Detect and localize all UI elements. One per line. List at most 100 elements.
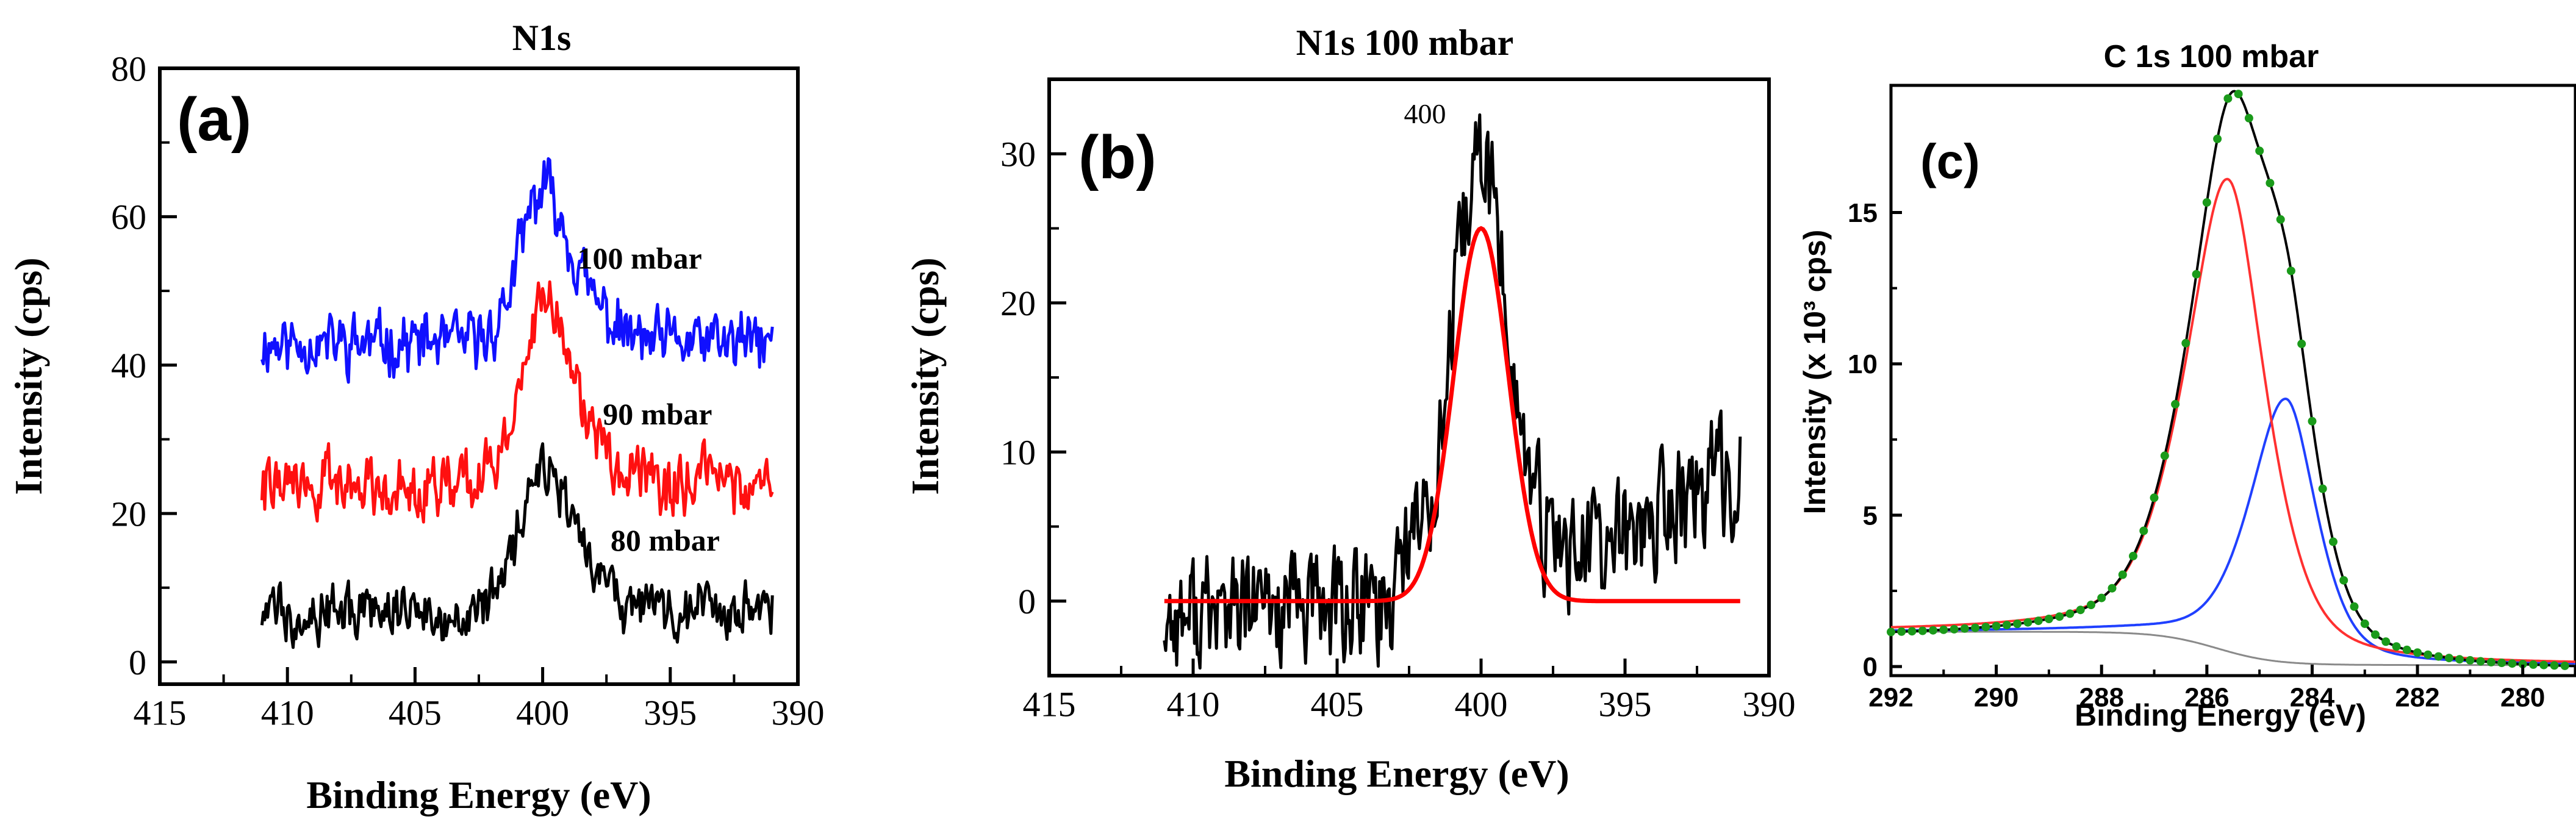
data-point [1950,624,1959,634]
panel-c-ylabel: Intensity (x 10³ cps) [1798,230,1832,515]
panel-a: N1s (a) 415 410 405 400 395 390 0 20 40 60 80 100 … [7,18,825,816]
data-point [2181,338,2190,348]
data-point [1918,626,1927,635]
data-point [2202,198,2211,207]
panel-a-label: (a) [177,85,251,154]
data-point [1981,623,1990,632]
data-point [2455,655,2464,664]
panel-b-ylabel: Intensity (cps) [903,257,947,495]
data-point [2476,657,2485,666]
data-point [2118,570,2127,579]
data-point [2065,609,2075,618]
panel-a-ylabel: Intensity (cps) [7,257,50,495]
data-point [2381,637,2391,646]
panel-b-xlabel: Binding Energy (eV) [1224,752,1569,795]
data-point [2318,484,2327,493]
series-line-gaussian-fit [1164,226,1740,604]
data-point [2023,618,2032,627]
data-point [2550,661,2559,670]
data-point [2371,630,2380,639]
series-line-100-mbar [260,157,774,384]
data-point [2213,134,2222,143]
data-point [2539,660,2549,670]
data-point [2171,399,2180,409]
data-point [1897,627,1906,636]
data-point [2529,660,2538,669]
data-point [2350,602,2359,611]
panel-c-ticks: 292 290 288 286 284 282 280 0 5 10 15 [1848,198,2545,713]
y-tick-label: 0 [1018,582,1036,621]
panel-c-plot-frame [1889,84,2576,677]
data-point [2255,146,2264,155]
data-point [2244,113,2253,123]
x-tick-label: 288 [2079,683,2124,713]
panel-a-title: N1s [512,18,572,58]
data-point [2444,654,2453,663]
data-point [2087,601,2095,609]
panel-a-xlabel: Binding Energy (eV) [306,773,651,816]
panel-b: N1s 100 mbar (b) 400 415 410 405 400 395 390 0… [903,23,1796,795]
data-point [2308,416,2317,426]
x-tick-label: 286 [2184,683,2229,713]
data-point [2055,612,2064,621]
series-line-envelope [1891,90,2576,668]
data-point [2297,339,2306,348]
series-line-background [1891,631,2575,666]
series-line-peak-285-6 [1891,177,2575,663]
data-point [2076,606,2085,615]
data-point [2497,659,2506,667]
series-label: 90 mbar [603,397,712,431]
y-tick-label: 15 [1848,198,1878,228]
panel-a-ticks: 415 410 405 400 395 390 0 20 40 60 80 [111,49,825,732]
data-point [2150,493,2159,502]
data-point [2486,657,2495,666]
x-tick-label: 395 [1599,685,1652,724]
x-tick-label: 290 [1974,683,2018,713]
x-tick-label: 284 [2290,683,2335,713]
x-tick-label: 390 [1743,685,1796,724]
data-point [2034,616,2043,626]
series-line-90-mbar [260,280,774,524]
data-point [2286,266,2295,276]
data-point [2234,90,2243,99]
y-tick-label: 5 [1863,501,1878,531]
panel-b-series [1163,113,1742,670]
data-point [2424,650,2433,659]
data-point [2518,660,2527,668]
data-point [2013,620,2022,628]
y-tick-label: 10 [1000,433,1036,473]
x-tick-label: 410 [261,693,314,733]
panel-c-xlabel: Binding Energy (eV) [2075,698,2366,732]
x-tick-label: 292 [1868,683,1913,713]
x-tick-label: 405 [389,693,442,733]
x-tick-label: 282 [2395,683,2439,713]
panel-c-label: (c) [1920,134,1980,188]
panel-a-series [260,157,774,649]
data-point [2002,621,2011,629]
panel-c-series [1887,90,2576,670]
y-tick-label: 0 [1863,652,1878,682]
x-tick-label: 415 [134,693,187,733]
panel-b-title: N1s 100 mbar [1296,23,1514,63]
data-point [2192,270,2201,279]
data-point [2266,179,2275,188]
data-point [2139,526,2148,535]
data-point [1907,627,1917,636]
data-point [2413,648,2422,657]
panel-a-series-labels: 100 mbar 90 mbar 80 mbar [578,241,720,557]
panel-c: C 1s 100 mbar (c) 292 290 288 286 284 282 280 0… [1798,39,2576,732]
data-point [2434,652,2443,661]
x-tick-label: 410 [1167,685,1220,724]
data-point [1992,621,2001,631]
series-label: 80 mbar [611,523,720,557]
series-line-80-mbar [260,442,774,649]
data-point [2339,576,2348,585]
data-point [1960,624,1969,633]
x-tick-label: 400 [516,693,569,733]
data-point [2466,656,2475,665]
data-point [2402,645,2411,654]
panel-b-ticks: 415 410 405 400 395 390 0 10 20 30 [1000,135,1796,724]
y-tick-label: 20 [1000,284,1036,323]
data-point [2276,215,2285,224]
